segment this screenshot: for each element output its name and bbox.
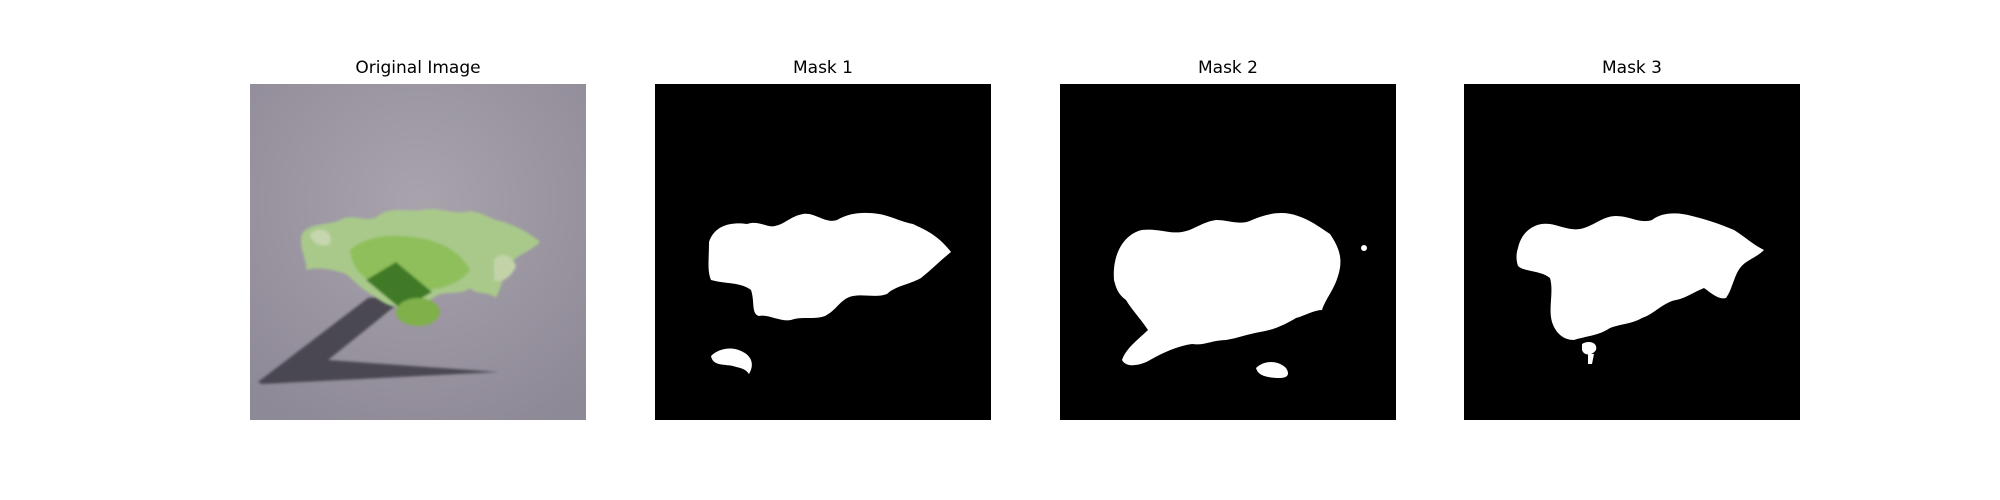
panel-mask-2: Mask 2 xyxy=(1060,0,1396,500)
mask-main-region xyxy=(708,212,951,321)
mask-2-image xyxy=(1060,84,1396,420)
panel-mask-1: Mask 1 xyxy=(655,0,991,500)
mask-main-region xyxy=(1516,213,1764,340)
mask-main-region xyxy=(1113,213,1341,366)
original-photo xyxy=(250,84,586,420)
panel-original-image: Original Image xyxy=(250,0,586,500)
leaf-shadow xyxy=(258,294,498,384)
mask-1-image xyxy=(655,84,991,420)
mask-small-region xyxy=(1256,362,1288,378)
mask-3-image xyxy=(1464,84,1800,420)
mask-speck xyxy=(1588,354,1594,364)
panel-title: Mask 1 xyxy=(792,58,853,78)
dark-leaf xyxy=(366,262,432,310)
mask-small-region xyxy=(711,348,752,374)
panel-title: Mask 2 xyxy=(1197,58,1258,78)
mask-speck xyxy=(1361,245,1367,251)
panel-title: Mask 3 xyxy=(1601,58,1662,78)
mask-small-region xyxy=(1582,342,1597,355)
leaf-cluster xyxy=(301,208,540,326)
panel-title: Original Image xyxy=(355,58,481,78)
panel-mask-3: Mask 3 xyxy=(1464,0,1800,500)
